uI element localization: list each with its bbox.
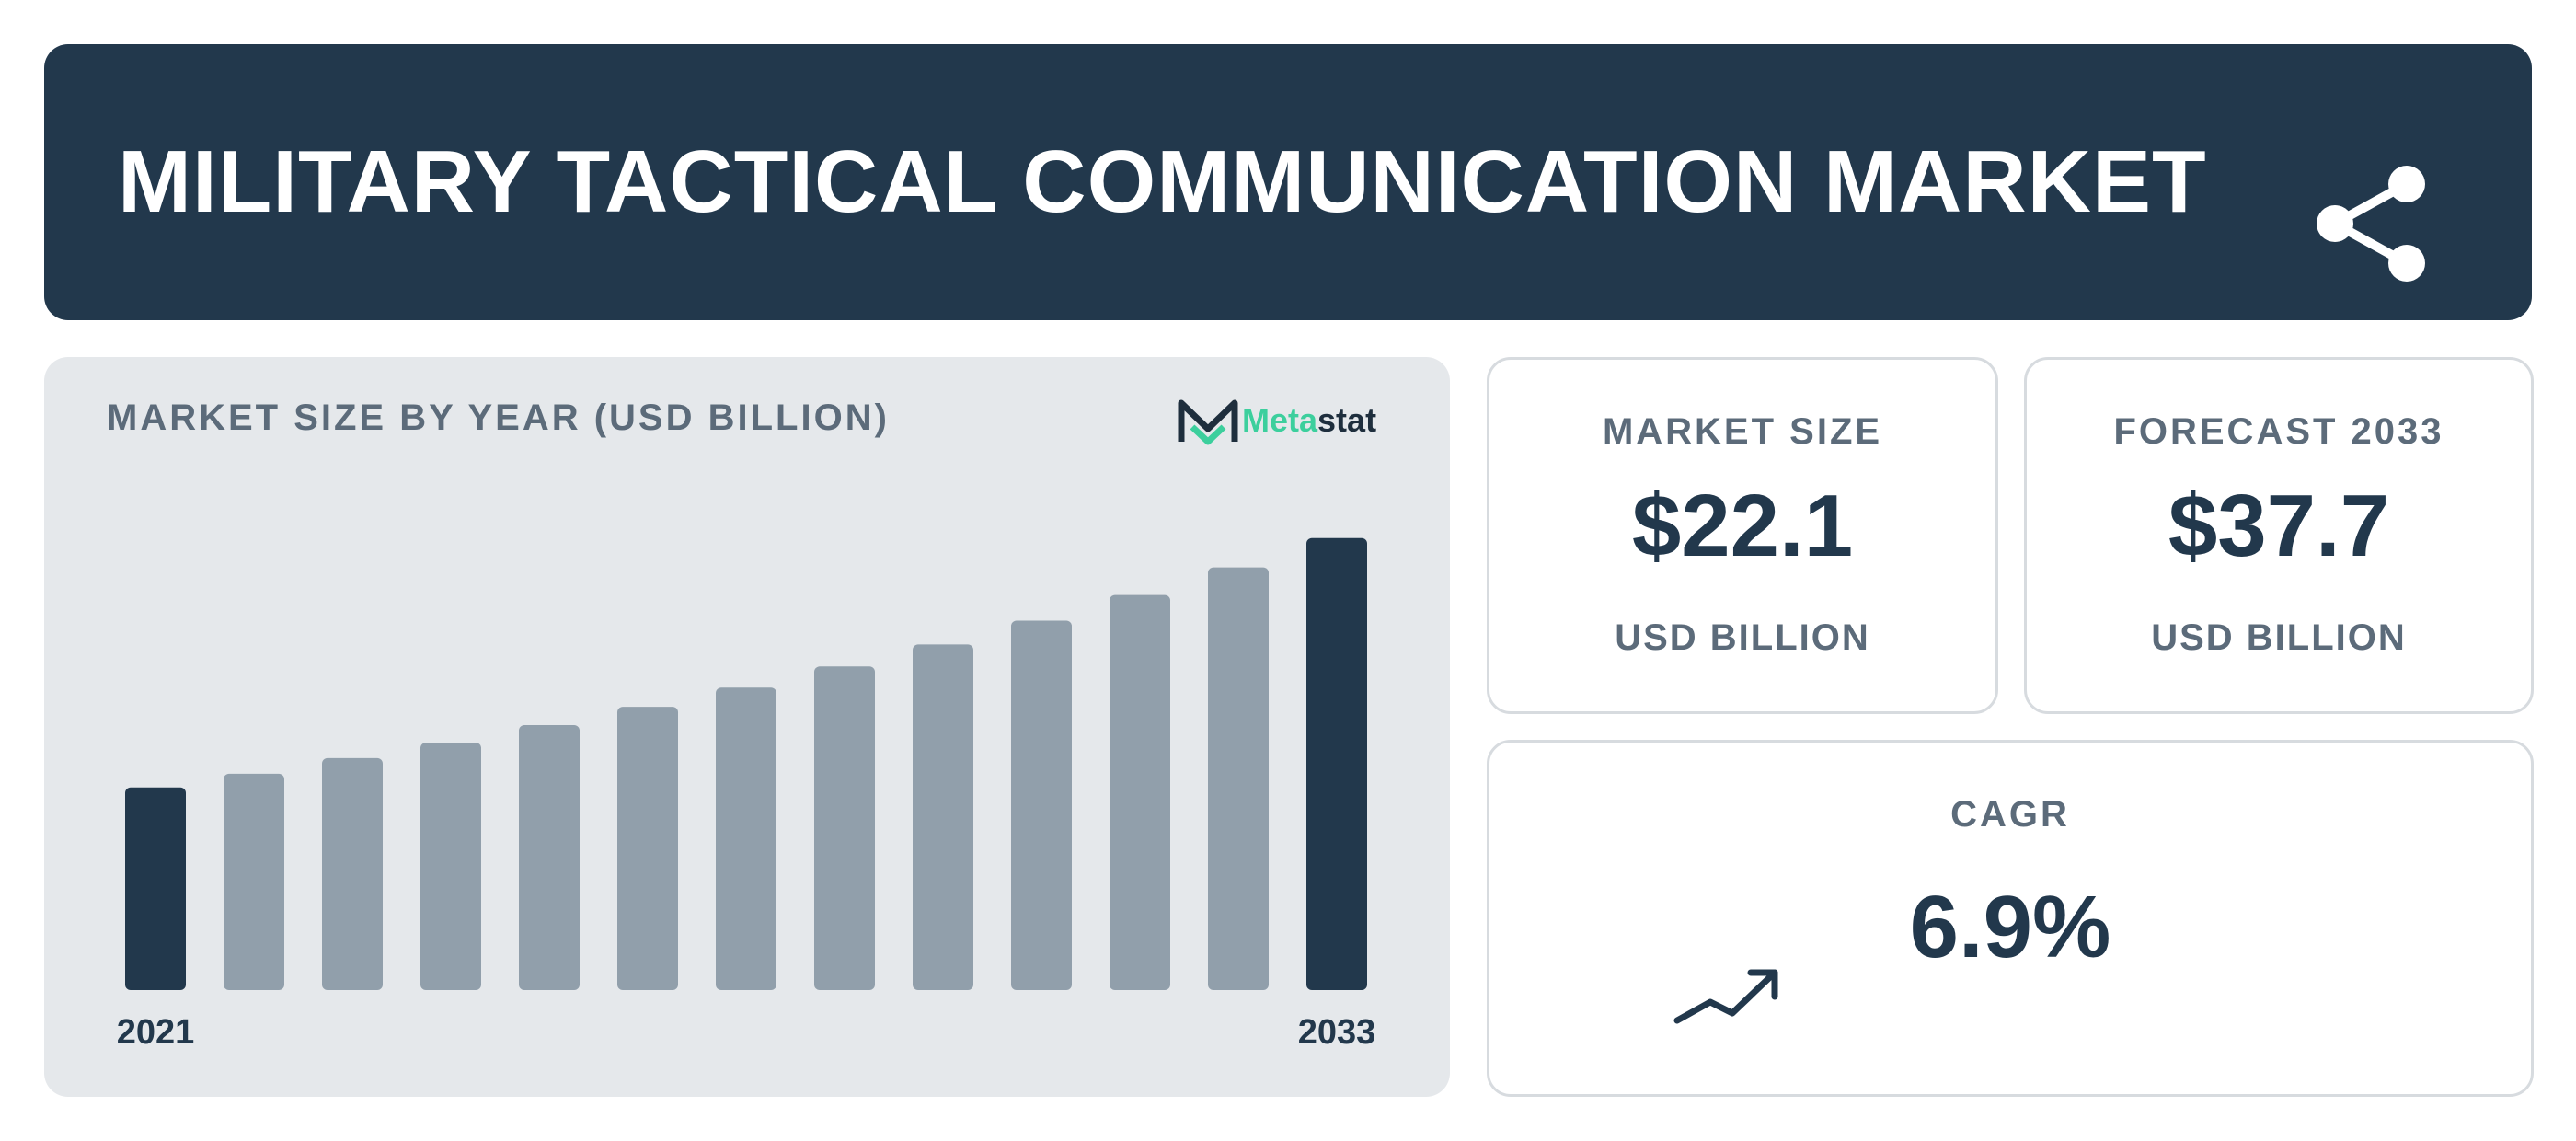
- bar-chart: 2021 2033: [117, 537, 1376, 1052]
- chart-title: MARKET SIZE BY YEAR (USD BILLION): [107, 398, 890, 438]
- share-icon[interactable]: [2317, 164, 2436, 283]
- bar-2021: [125, 787, 186, 990]
- forecast-label: FORECAST 2033: [2113, 411, 2444, 452]
- bar-2022: [224, 773, 284, 990]
- cagr-card: CAGR 6.9%: [1487, 740, 2534, 1097]
- market-size-card: MARKET SIZE $22.1 USD BILLION: [1487, 357, 1998, 714]
- bar-2024: [420, 742, 481, 990]
- market-size-unit: USD BILLION: [1615, 617, 1870, 658]
- logo-text: Metastat: [1242, 401, 1377, 439]
- bar-2025: [519, 725, 580, 990]
- bar-2029: [913, 644, 973, 990]
- bar-2033: [1306, 537, 1367, 990]
- header-banner: MILITARY TACTICAL COMMUNICATION MARKET: [44, 44, 2532, 320]
- bar-2026: [617, 707, 678, 990]
- metastat-logo: Metastat: [1178, 396, 1454, 447]
- metastat-logo-mark: [1178, 399, 1238, 445]
- bar-2032: [1208, 567, 1269, 990]
- forecast-value: $37.7: [2168, 477, 2390, 575]
- market-size-value: $22.1: [1631, 477, 1854, 575]
- forecast-unit: USD BILLION: [2151, 617, 2407, 658]
- bar-2027: [716, 687, 776, 990]
- page-title: MILITARY TACTICAL COMMUNICATION MARKET: [118, 133, 2207, 231]
- market-size-label: MARKET SIZE: [1602, 411, 1883, 452]
- cagr-label: CAGR: [1950, 794, 2070, 835]
- market-size-chart-panel: MARKET SIZE BY YEAR (USD BILLION) Metast…: [44, 357, 1450, 1097]
- bar-2030: [1011, 620, 1072, 990]
- cagr-value: 6.9%: [1909, 878, 2111, 976]
- x-tick-label-2033: 2033: [1298, 1013, 1376, 1052]
- x-tick-label-2021: 2021: [117, 1013, 195, 1052]
- bar-2028: [814, 666, 875, 990]
- forecast-card: FORECAST 2033 $37.7 USD BILLION: [2024, 357, 2534, 714]
- bar-2031: [1110, 594, 1170, 990]
- bar-2023: [322, 757, 383, 990]
- trending-up-icon: [1673, 969, 1778, 1024]
